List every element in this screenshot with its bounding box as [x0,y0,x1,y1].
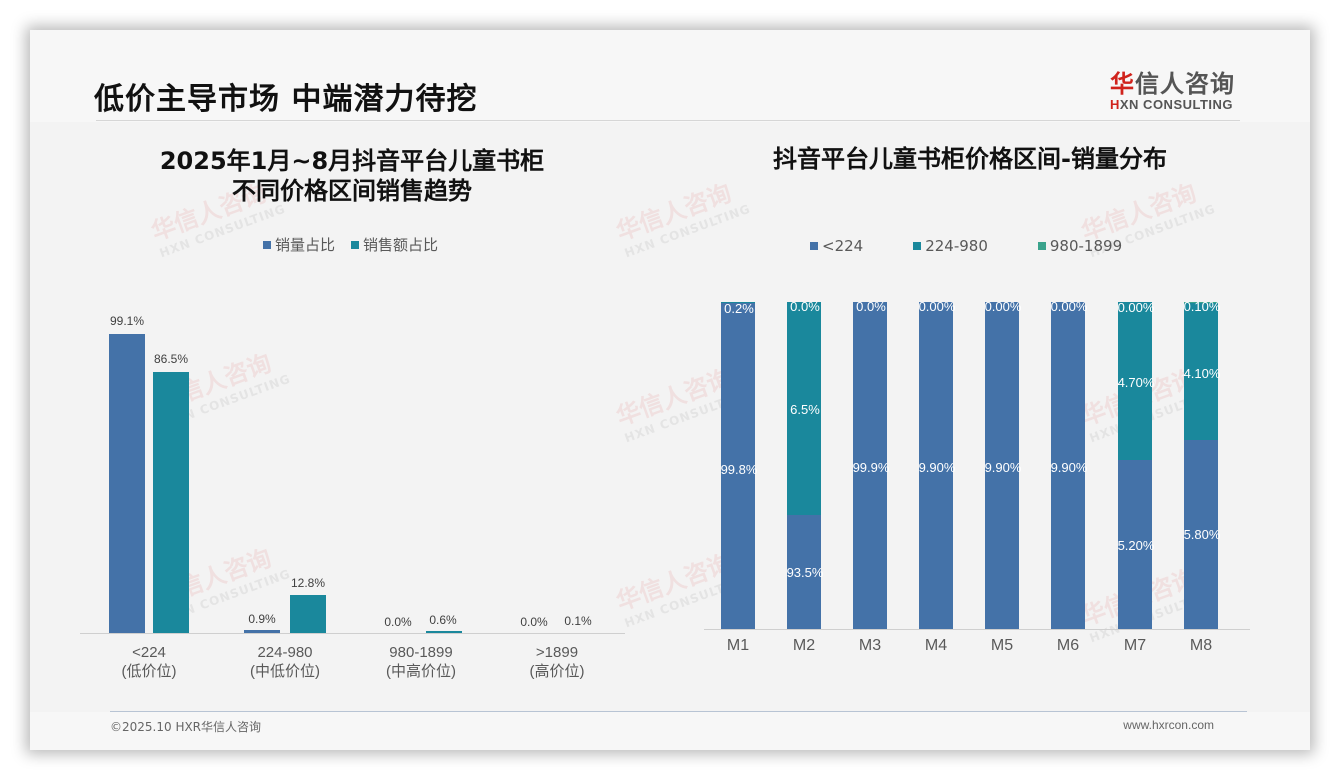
left-x-axis [80,633,625,634]
footer-copyright: ©2025.10 HXR华信人咨询 [110,720,262,734]
slide: 低价主导市场 中端潜力待挖 华信人咨询 HXN CONSULTING 华信人咨询… [30,30,1310,750]
logo-cn-text: 信人咨询 [1135,70,1235,98]
page-title: 低价主导市场 中端潜力待挖 [94,82,478,117]
bar-volume-lt224 [109,334,145,633]
stacked-bar-m7: 0.00% 4.70% 5.20% [1118,300,1154,629]
x-label-month: M2 [792,637,816,654]
x-label-month: M5 [990,637,1014,654]
bar-revenue-224-980 [290,595,326,633]
x-label-month: M8 [1189,637,1213,654]
legend-swatch [351,240,360,249]
bar-value-label: 0.9% [248,612,276,626]
stacked-bar-m6: 0.00% 9.90% [1051,299,1087,629]
legend-item-980-1899: 980-1899 [1037,237,1122,255]
x-label-group: 224-980 (中低价位) [250,644,320,680]
x-label-group: <224 (低价位) [121,644,177,680]
bar-value-label: 86.5% [153,352,189,366]
x-label-month: M1 [726,637,750,654]
bar-value-label: 0.6% [429,613,457,627]
x-label-month: M6 [1056,637,1080,654]
right-chart-legend: <224 224-980 980-1899 [810,237,1122,255]
footer-website: www.hxrcon.com [1123,718,1214,732]
logo-cn-red: 华 [1110,70,1135,98]
stacked-bar-m3: 0.0% 99.9% [853,299,889,629]
x-label-month: M4 [924,637,948,654]
stacked-bar-m1: 0.2% 99.8% [721,301,757,629]
legend-swatch [1037,242,1046,250]
bar-value-label: 99.1% [109,314,145,328]
legend-item-revenue: 销售额占比 [351,234,438,255]
legend-swatch [810,242,818,250]
title-divider [96,120,1240,121]
logo-en-text: XN CONSULTING [1119,97,1234,112]
legend-swatch [913,242,922,250]
legend-item-volume: 销量占比 [263,234,335,255]
header-bar [30,30,1310,122]
stacked-bar-m8: 0.10% 4.10% 5.80% [1184,299,1220,629]
right-chart-title: 抖音平台儿童书柜价格区间-销量分布 [773,145,1167,173]
bar-value-label: 0.0% [520,615,548,629]
right-x-axis [704,629,1250,630]
legend-swatch [263,240,271,249]
stacked-bar-m5: 0.00% 9.90% [985,299,1021,629]
logo: 华信人咨询 HXN CONSULTING [1110,64,1250,112]
stacked-bar-m2: 0.0% 6.5% 93.5% [787,299,823,629]
x-label-group: 980-1899 (中高价位) [386,644,456,680]
logo-en-red: H [1110,97,1120,112]
stacked-bar-m4: 0.00% 9.90% [919,299,955,629]
x-label-month: M3 [858,637,882,654]
bar-revenue-lt224 [153,372,189,633]
footer-bar [30,712,1310,750]
x-label-group: >1899 (高价位) [529,644,585,680]
bar-value-label: 0.1% [564,614,592,628]
x-label-month: M7 [1123,637,1147,654]
bar-value-label: 0.0% [384,615,412,629]
bar-revenue-980-1899 [426,631,462,633]
footer-divider [110,711,1247,712]
left-chart-title: 2025年1月~8月抖音平台儿童书柜 不同价格区间销售趋势 [159,147,545,205]
legend-item-224-980: 224-980 [913,237,988,255]
legend-item-lt224: <224 [810,237,863,255]
bar-volume-224-980 [244,630,280,633]
bar-value-label: 12.8% [290,576,326,590]
left-chart-legend: 销量占比 销售额占比 [263,234,438,255]
